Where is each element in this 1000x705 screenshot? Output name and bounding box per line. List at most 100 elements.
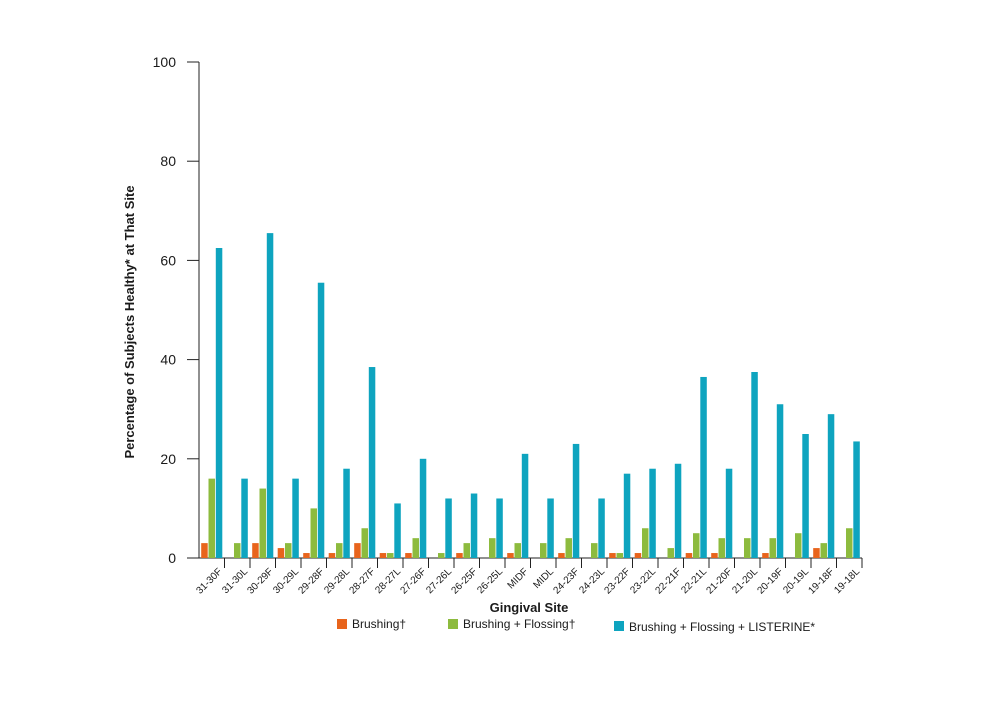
bar-brushing-flossing-listerine: [776, 404, 784, 558]
y-tick-label: 20: [160, 451, 176, 467]
x-tick-label: 19-18F: [806, 566, 836, 596]
bar-brushing-flossing: [693, 533, 700, 558]
bar-brushing-flossing: [412, 538, 419, 558]
bar-brushing-flossing: [336, 543, 343, 558]
bar-brushing-flossing: [565, 538, 572, 558]
x-tick-label: 27-26F: [398, 566, 428, 596]
x-tick-label: 29-28L: [322, 566, 352, 596]
bar-brushing-flossing: [310, 508, 317, 558]
bar-brushing: [303, 553, 310, 558]
legend-label: Brushing†: [352, 617, 406, 631]
bar-brushing-flossing-listerine: [317, 282, 325, 558]
x-tick-label: 20-19L: [781, 566, 811, 596]
x-tick-label: 27-26L: [424, 566, 454, 596]
bar-brushing-flossing-listerine: [368, 367, 376, 558]
x-tick-label: 24-23F: [551, 566, 581, 596]
bar-brushing: [201, 543, 208, 558]
x-tick-label: 31-30L: [220, 566, 250, 596]
x-tick-label: 20-19F: [755, 566, 785, 596]
bar-brushing-flossing: [718, 538, 725, 558]
bar-brushing-flossing-listerine: [343, 468, 350, 558]
bar-brushing-flossing: [769, 538, 776, 558]
legend-label: Brushing + Flossing + LISTERINE*: [629, 620, 815, 634]
bar-brushing-flossing-listerine: [674, 463, 682, 558]
x-tick-label: 19-18L: [832, 566, 862, 596]
bar-brushing-flossing: [285, 543, 292, 558]
bar-brushing-flossing: [820, 543, 827, 558]
bar-brushing: [685, 553, 693, 558]
bar-brushing-flossing-listerine: [292, 478, 299, 558]
bar-brushing: [762, 553, 769, 558]
bar-brushing-flossing: [387, 553, 394, 558]
bar-brushing-flossing-listerine: [751, 372, 758, 558]
bar-brushing-flossing: [846, 528, 853, 558]
x-tick-label: 31-30F: [194, 566, 224, 596]
bar-brushing-flossing-listerine: [598, 498, 605, 558]
y-tick-label: 0: [168, 550, 176, 566]
bar-brushing: [277, 548, 285, 558]
bar-brushing-flossing-listerine: [623, 473, 631, 558]
bar-brushing-flossing-listerine: [853, 441, 860, 558]
legend: Brushing† Brushing + Flossing† Brushing + …: [337, 617, 815, 634]
bar-brushing-flossing: [795, 533, 802, 558]
x-tick-label: 28-27L: [373, 566, 403, 596]
bar-brushing-flossing: [540, 543, 547, 558]
bar-brushing-flossing-listerine: [419, 458, 427, 558]
legend-label: Brushing + Flossing†: [463, 617, 575, 631]
bar-brushing: [405, 553, 412, 558]
bar-brushing-flossing: [616, 553, 623, 558]
bar-brushing: [354, 543, 361, 558]
bar-brushing: [813, 548, 820, 558]
bar-brushing-flossing-listerine: [725, 468, 733, 558]
y-axis-title: Percentage of Subjects Healthy* at That …: [122, 185, 137, 458]
bar-brushing-flossing-listerine: [496, 498, 503, 558]
bar-brushing-flossing: [361, 528, 368, 558]
x-axis-title: Gingival Site: [490, 600, 569, 615]
x-tick-label: 26-25L: [475, 566, 505, 596]
bar-brushing-flossing: [667, 548, 674, 558]
bar-brushing: [252, 543, 259, 558]
x-tick-label: 22-21F: [653, 566, 683, 596]
bar-brushing: [711, 553, 718, 558]
x-tick-label: 21-20F: [704, 566, 734, 596]
bar-brushing: [634, 553, 642, 558]
bar-brushing-flossing: [489, 538, 496, 558]
x-tick-label: 23-22L: [628, 566, 658, 596]
x-tick-label: 24-23L: [577, 566, 607, 596]
bar-brushing-flossing-listerine: [394, 503, 401, 558]
bar-brushing: [379, 553, 387, 558]
bar-brushing-flossing: [744, 538, 751, 558]
bar-brushing-flossing-listerine: [802, 434, 809, 558]
bar-brushing: [558, 553, 565, 558]
y-tick-label: 100: [153, 54, 177, 70]
x-tick-label: 29-28F: [296, 566, 326, 596]
bar-brushing-flossing-listerine: [700, 376, 707, 558]
bar-brushing-flossing-listerine: [470, 493, 478, 558]
legend-swatch: [448, 619, 458, 629]
x-tick-label: 30-29F: [245, 566, 275, 596]
bar-brushing-flossing: [259, 488, 266, 558]
bar-brushing-flossing-listerine: [215, 248, 223, 558]
x-tick-label: 30-29L: [271, 566, 301, 596]
bar-brushing-flossing: [591, 543, 598, 558]
bar-brushing-flossing: [208, 478, 215, 558]
x-tick-label: 22-21L: [679, 566, 709, 596]
bar-brushing-flossing-listerine: [445, 498, 452, 558]
bar-brushing-flossing: [438, 553, 445, 558]
x-tick-label: 28-27F: [347, 566, 377, 596]
bar-brushing-flossing-listerine: [547, 498, 554, 558]
bar-brushing-flossing: [642, 528, 649, 558]
bar-brushing-flossing-listerine: [266, 233, 274, 558]
legend-swatch: [337, 619, 347, 629]
x-tick-label: MIDF: [506, 566, 531, 591]
bar-brushing-flossing-listerine: [521, 453, 529, 558]
bar-brushing-flossing-listerine: [649, 468, 656, 558]
y-tick-label: 60: [160, 252, 176, 268]
bar-brushing-flossing-listerine: [827, 414, 835, 558]
bar-brushing-flossing: [463, 543, 470, 558]
bar-brushing: [609, 553, 616, 558]
x-tick-label: 21-20L: [730, 566, 760, 596]
bar-brushing: [456, 553, 463, 558]
